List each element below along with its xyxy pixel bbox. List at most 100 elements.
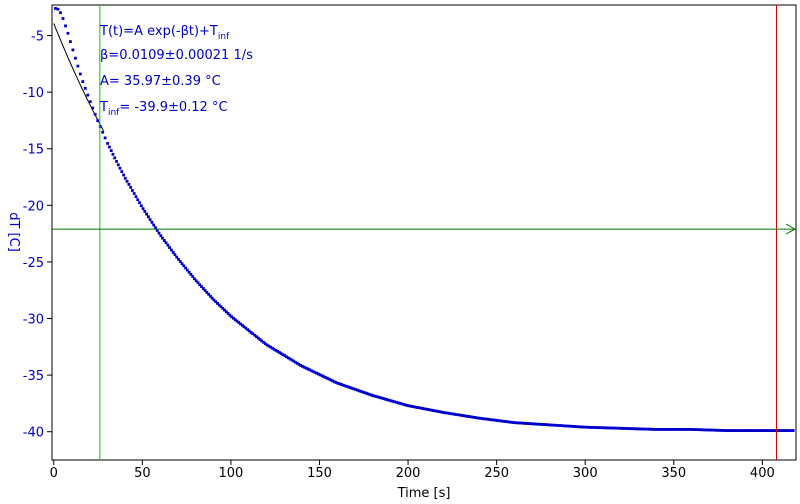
data-point <box>244 326 248 330</box>
data-point <box>329 378 333 382</box>
data-point <box>478 416 481 420</box>
data-point <box>78 72 82 76</box>
data-point <box>421 407 425 410</box>
data-point <box>120 170 124 173</box>
data-point <box>457 413 460 417</box>
data-point <box>101 130 105 134</box>
data-point <box>600 426 604 430</box>
data-point <box>557 424 561 427</box>
data-point <box>356 388 359 392</box>
data-point <box>713 428 717 432</box>
data-point <box>765 429 768 432</box>
data-point <box>593 426 597 429</box>
data-point <box>692 428 696 431</box>
data-point <box>788 429 791 432</box>
data-point <box>223 308 226 312</box>
data-point <box>409 404 412 408</box>
data-point <box>708 428 712 432</box>
data-point <box>554 423 558 427</box>
y-tick-label: -5 <box>31 30 44 45</box>
data-point <box>763 429 767 432</box>
data-point <box>428 408 432 412</box>
data-point <box>598 426 602 430</box>
data-point <box>111 152 115 156</box>
data-point <box>538 422 542 426</box>
data-point <box>471 415 474 419</box>
data-point <box>531 422 535 426</box>
data-point <box>579 425 582 429</box>
data-point <box>786 429 790 432</box>
data-point <box>487 417 490 421</box>
data-point <box>671 428 675 431</box>
data-point <box>333 380 336 384</box>
data-point <box>256 336 260 340</box>
data-point <box>209 294 212 298</box>
data-point <box>510 420 513 424</box>
tinf-annotation: Tinf= -39.9±0.12 °C <box>99 100 228 118</box>
data-point <box>391 399 395 403</box>
data-point <box>483 417 487 421</box>
data-point <box>653 428 657 431</box>
data-point <box>267 344 271 348</box>
data-point <box>313 370 317 374</box>
data-point <box>331 379 334 383</box>
data-point <box>317 372 320 376</box>
data-point <box>299 364 303 367</box>
data-point <box>573 425 577 428</box>
data-point <box>568 424 572 428</box>
data-point <box>182 264 186 268</box>
data-point <box>625 427 629 430</box>
data-point <box>602 426 605 430</box>
data-point <box>488 418 492 421</box>
y-tick-label: -40 <box>23 426 44 441</box>
data-point <box>469 415 473 419</box>
data-point <box>577 425 581 429</box>
x-tick-label: 150 <box>307 466 332 481</box>
data-point <box>288 357 292 361</box>
data-point <box>743 429 747 432</box>
x-tick-label: 0 <box>50 466 58 481</box>
data-point <box>674 428 678 431</box>
data-point <box>710 428 714 432</box>
data-point <box>134 195 138 198</box>
data-point <box>103 136 107 140</box>
data-point <box>423 407 427 411</box>
data-point <box>56 7 60 11</box>
data-point <box>184 266 187 270</box>
data-point <box>354 388 357 391</box>
data-point <box>318 373 322 377</box>
data-point <box>752 429 756 432</box>
y-tick-label: -20 <box>23 199 44 214</box>
data-point <box>611 426 614 430</box>
data-point <box>751 429 754 432</box>
data-point <box>511 421 515 424</box>
data-point <box>430 408 434 412</box>
data-point <box>609 426 613 430</box>
data-point <box>338 382 342 386</box>
data-point <box>724 429 728 432</box>
data-point <box>386 398 389 402</box>
data-point <box>467 415 471 418</box>
plot-frame <box>51 4 797 461</box>
data-point <box>519 421 522 425</box>
data-point <box>253 333 257 337</box>
data-point <box>575 425 579 429</box>
y-tick-label: -25 <box>23 256 44 271</box>
data-point <box>658 428 662 431</box>
data-point <box>540 423 543 426</box>
data-point <box>464 414 467 418</box>
data-point <box>364 391 368 395</box>
data-point <box>694 428 698 431</box>
data-point <box>662 428 666 431</box>
data-point <box>141 207 145 211</box>
data-point <box>216 302 219 305</box>
data-point <box>595 426 598 429</box>
data-point <box>258 338 262 341</box>
data-point <box>336 381 340 385</box>
data-point <box>444 411 448 415</box>
data-point <box>279 352 283 355</box>
data-point <box>767 429 770 432</box>
data-point <box>614 426 618 430</box>
data-point <box>145 212 148 216</box>
data-point <box>363 391 366 394</box>
